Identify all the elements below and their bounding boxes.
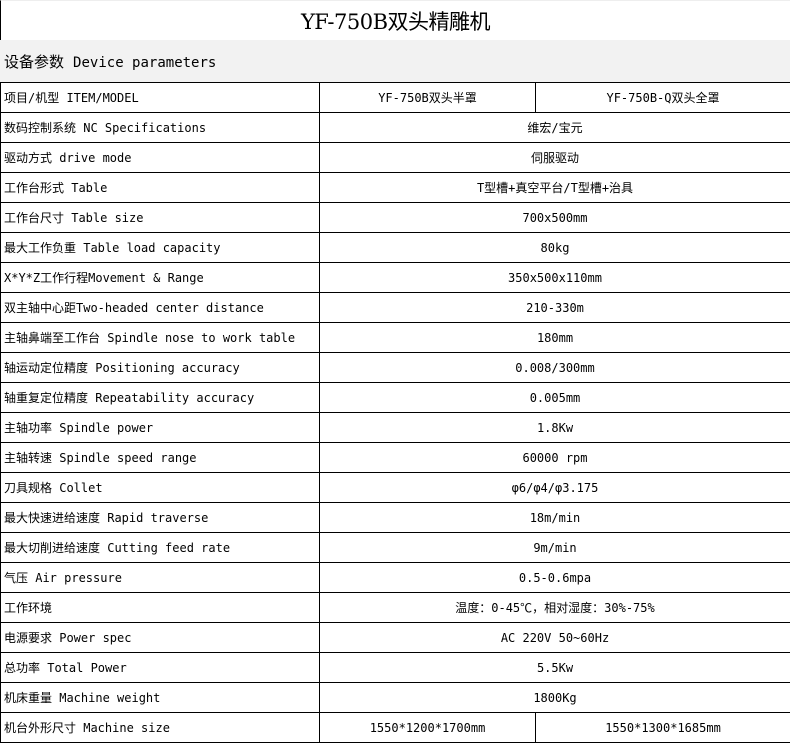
row-label: 主轴功率 Spindle power [1, 413, 320, 443]
row-value: 210-330m [320, 293, 790, 323]
row-value: 80kg [320, 233, 790, 263]
row-label: 驱动方式 drive mode [1, 143, 320, 173]
size-model-1: 1550*1200*1700mm [320, 713, 536, 743]
row-value: 维宏/宝元 [320, 113, 790, 143]
row-label: 机台外形尺寸 Machine size [1, 713, 320, 743]
row-value: 9m/min [320, 533, 790, 563]
row-value: 1800Kg [320, 683, 790, 713]
section-heading: 设备参数 Device parameters [0, 40, 790, 82]
size-model-2: 1550*1300*1685mm [536, 713, 790, 743]
spec-table: 项目/机型 ITEM/MODEL YF-750B双头半罩 YF-750B-Q双头… [0, 82, 790, 743]
row-label: 工作台形式 Table [1, 173, 320, 203]
row-value: 350x500x110mm [320, 263, 790, 293]
row-value: 5.5Kw [320, 653, 790, 683]
table-header-row: 项目/机型 ITEM/MODEL YF-750B双头半罩 YF-750B-Q双头… [1, 83, 790, 113]
row-label: 气压 Air pressure [1, 563, 320, 593]
row-label: 最大工作负重 Table load capacity [1, 233, 320, 263]
section-title-en: Device parameters [73, 55, 216, 71]
row-value: 0.008/300mm [320, 353, 790, 383]
table-row: 工作环境温度：0-45℃，相对湿度：30%-75% [1, 593, 790, 623]
row-label: 数码控制系统 NC Specifications [1, 113, 320, 143]
row-label: 工作环境 [1, 593, 320, 623]
row-label: 总功率 Total Power [1, 653, 320, 683]
row-label: 双主轴中心距Two-headed center distance [1, 293, 320, 323]
row-label: 电源要求 Power spec [1, 623, 320, 653]
model-1: YF-750B双头半罩 [320, 83, 536, 113]
row-label: X*Y*Z工作行程Movement & Range [1, 263, 320, 293]
row-value: T型槽+真空平台/T型槽+治具 [320, 173, 790, 203]
row-label: 主轴鼻端至工作台 Spindle nose to work table [1, 323, 320, 353]
row-value: φ6/φ4/φ3.175 [320, 473, 790, 503]
row-label: 主轴转速 Spindle speed range [1, 443, 320, 473]
row-value: 0.5-0.6mpa [320, 563, 790, 593]
row-label: 工作台尺寸 Table size [1, 203, 320, 233]
row-value: 0.005mm [320, 383, 790, 413]
row-value: 180mm [320, 323, 790, 353]
section-title-cn: 设备参数 [4, 53, 64, 71]
model-2: YF-750B-Q双头全罩 [536, 83, 790, 113]
row-value: 60000 rpm [320, 443, 790, 473]
row-value: 700x500mm [320, 203, 790, 233]
row-label: 刀具规格 Collet [1, 473, 320, 503]
header-label: 项目/机型 ITEM/MODEL [1, 83, 320, 113]
row-value: AC 220V 50~60Hz [320, 623, 790, 653]
row-label: 最大切削进给速度 Cutting feed rate [1, 533, 320, 563]
row-value: 1.8Kw [320, 413, 790, 443]
row-label: 轴运动定位精度 Positioning accuracy [1, 353, 320, 383]
row-value: 温度：0-45℃，相对湿度：30%-75% [320, 593, 790, 623]
row-label: 轴重复定位精度 Repeatability accuracy [1, 383, 320, 413]
row-value: 18m/min [320, 503, 790, 533]
row-label: 机床重量 Machine weight [1, 683, 320, 713]
row-value: 伺服驱动 [320, 143, 790, 173]
page-title: YF-750B双头精雕机 [0, 0, 790, 40]
row-label: 最大快速进给速度 Rapid traverse [1, 503, 320, 533]
